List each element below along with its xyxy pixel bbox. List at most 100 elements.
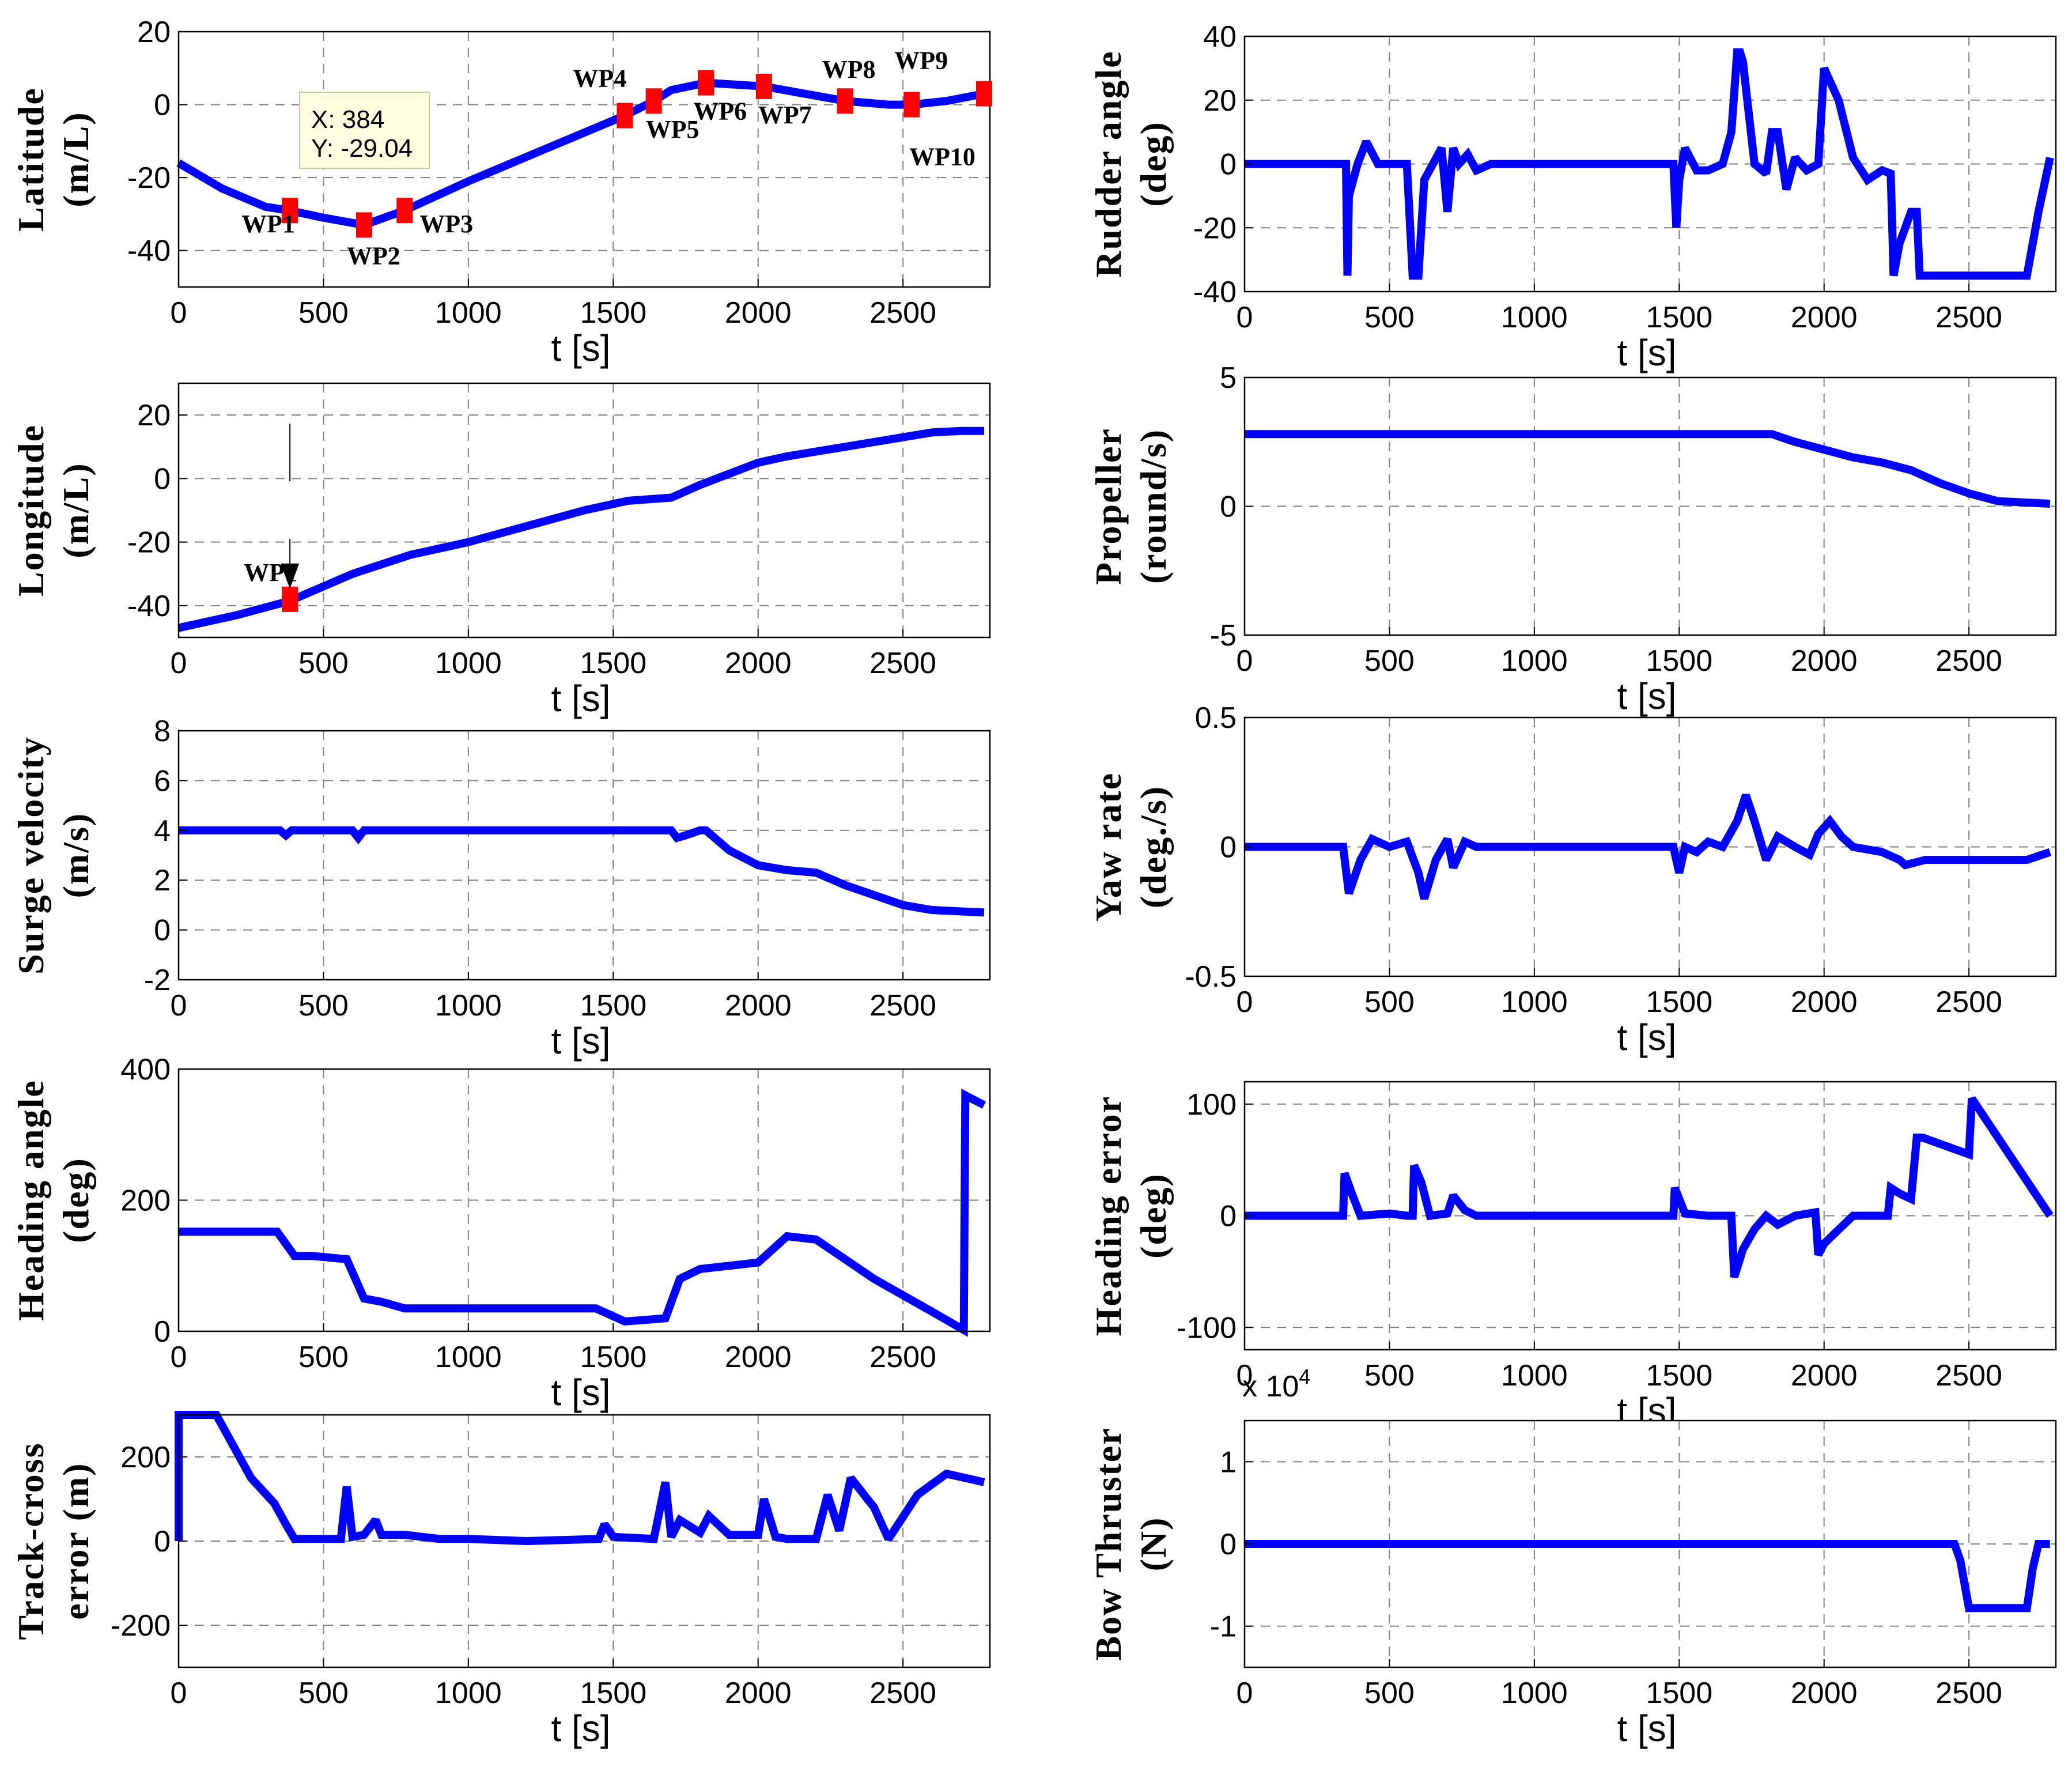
waypoint-marker-wp7 bbox=[755, 73, 772, 99]
x-tick-label: 2500 bbox=[1935, 644, 2002, 678]
x-tick-label: 1000 bbox=[1501, 301, 1568, 334]
waypoint-label-wp7: WP7 bbox=[758, 101, 812, 129]
x-tick-label: 2500 bbox=[869, 1677, 936, 1710]
longitude-chart: 0 500 1000 1500 2000 2500 -40 -20 0 20 t [s] Longit… bbox=[10, 382, 991, 719]
y-tick-label: 0 bbox=[154, 1525, 171, 1558]
y-axis-label-line: (deg./s) bbox=[1133, 786, 1174, 908]
x-tick-label: 1500 bbox=[1646, 986, 1712, 1019]
x-tick-label: 1500 bbox=[1646, 1359, 1712, 1392]
x-tick-label: 1500 bbox=[1646, 644, 1712, 678]
y-tick-label: 6 bbox=[154, 764, 171, 798]
x-tick-label: 0 bbox=[1237, 986, 1253, 1019]
x-tick-label: 500 bbox=[298, 1341, 349, 1374]
x-tick-label: 1000 bbox=[1501, 644, 1568, 678]
y-axis-label: Latitude (m/L) bbox=[10, 87, 96, 232]
x-tick-label: 500 bbox=[1364, 301, 1415, 334]
x-tick-label: 0 bbox=[171, 647, 187, 680]
y-tick-label: 400 bbox=[120, 1053, 171, 1086]
longitude-series-line bbox=[177, 426, 984, 632]
x-tick-label: 0 bbox=[171, 989, 187, 1022]
x-tick-label: 2000 bbox=[725, 1677, 792, 1710]
y-axis-label-line: (m/L) bbox=[55, 462, 96, 558]
axes-frame bbox=[177, 730, 991, 981]
y-tick-label: -200 bbox=[111, 1609, 171, 1643]
y-tick-label: 200 bbox=[120, 1184, 171, 1218]
waypoint-marker-wp1 bbox=[282, 586, 298, 612]
y-tick-label: -100 bbox=[1177, 1311, 1237, 1345]
y-tick-label: 20 bbox=[1203, 84, 1237, 118]
x-tick-label: 1000 bbox=[435, 989, 502, 1022]
waypoint-label-wp6: WP6 bbox=[693, 97, 747, 126]
x-tick-label: 2000 bbox=[725, 1341, 792, 1374]
x-axis-label: t [s] bbox=[1617, 1017, 1676, 1058]
y-tick-label: 0 bbox=[1220, 148, 1237, 182]
x-tick-label: 500 bbox=[298, 647, 349, 680]
x-tick-label: 2500 bbox=[1935, 1677, 2002, 1710]
plot-area bbox=[179, 731, 990, 980]
y-tick-label: -20 bbox=[127, 526, 171, 560]
x-tick-label: 2000 bbox=[1791, 301, 1858, 334]
y-tick-label: 8 bbox=[154, 715, 171, 748]
x-tick-label: 500 bbox=[298, 989, 349, 1022]
x-tick-label: 2000 bbox=[725, 989, 792, 1022]
y-tick-label: -20 bbox=[127, 161, 171, 195]
y-tick-label: -0.5 bbox=[1185, 960, 1237, 994]
y-axis-label-line: (round/s) bbox=[1133, 429, 1174, 584]
surge_velocity-series-line bbox=[179, 826, 985, 917]
y-tick-label: 0 bbox=[154, 1315, 171, 1349]
x-tick-label: 2000 bbox=[1791, 644, 1858, 678]
x-tick-label: 0 bbox=[1237, 1359, 1253, 1392]
x-tick-label: 2000 bbox=[1791, 986, 1858, 1019]
waypoint-label-wp4: WP4 bbox=[573, 65, 626, 93]
x-axis-label: t [s] bbox=[551, 1020, 610, 1062]
x-tick-label: 1500 bbox=[580, 647, 646, 680]
x-tick-label: 1500 bbox=[1646, 1677, 1712, 1710]
y-tick-label: -40 bbox=[127, 590, 171, 623]
track_cross_error-series-line bbox=[175, 1411, 985, 1546]
waypoint-marker-wp2 bbox=[356, 212, 372, 238]
waypoint-marker-wp5 bbox=[645, 88, 662, 114]
x-tick-label: 1000 bbox=[1501, 1359, 1568, 1392]
axes-frame bbox=[177, 382, 991, 639]
x-tick-label: 1000 bbox=[1501, 986, 1568, 1019]
propeller-series-line bbox=[1245, 430, 2051, 508]
y-axis-label: Bow Thruster (N) bbox=[1088, 1427, 1174, 1660]
y-tick-label: -5 bbox=[1210, 619, 1237, 652]
y-axis-label: Rudder angle (deg) bbox=[1088, 50, 1174, 277]
x-tick-label: 0 bbox=[1237, 1677, 1253, 1710]
data-tip-box bbox=[299, 92, 430, 169]
waypoint-marker-wp6 bbox=[698, 70, 714, 96]
waypoint-label-wp5: WP5 bbox=[646, 115, 700, 144]
y-tick-label: -20 bbox=[1193, 212, 1237, 245]
x-tick-label: 0 bbox=[1237, 644, 1253, 678]
y-axis-label-line: Propeller bbox=[1088, 428, 1129, 585]
y-axis-label: Heading angle (deg) bbox=[10, 1079, 96, 1321]
y-tick-label: 20 bbox=[137, 16, 171, 49]
axis-exponent-label: x 104 bbox=[1242, 1365, 1310, 1403]
waypoint-marker-wp8 bbox=[837, 88, 853, 114]
y-tick-label: 0 bbox=[1220, 1200, 1237, 1233]
x-tick-label: 1500 bbox=[580, 1677, 646, 1710]
x-tick-label: 2000 bbox=[725, 647, 792, 680]
x-tick-label: 2500 bbox=[869, 989, 936, 1022]
y-axis-label-line: Longitude bbox=[10, 424, 51, 596]
x-tick-label: 0 bbox=[171, 296, 187, 330]
y-axis-label: Yaw rate (deg./s) bbox=[1088, 772, 1174, 922]
x-axis-label: t [s] bbox=[551, 327, 610, 369]
waypoint-label-wp10: WP10 bbox=[909, 143, 975, 171]
x-tick-label: 1000 bbox=[435, 1677, 502, 1710]
axes-frame bbox=[177, 31, 991, 288]
y-axis-label-line: (m/s) bbox=[55, 813, 96, 898]
waypoint-marker-wp1 bbox=[282, 198, 298, 224]
track_cross_error-chart: 0 500 1000 1500 2000 2500 -200 0 200 t [s] Track-c… bbox=[10, 1411, 991, 1749]
y-tick-label: 1 bbox=[1220, 1445, 1237, 1479]
y-axis-label-line: Yaw rate bbox=[1088, 772, 1129, 922]
x-axis-label: t [s] bbox=[1617, 1708, 1676, 1749]
x-tick-label: 2500 bbox=[869, 647, 936, 680]
y-axis-label-line: Bow Thruster bbox=[1088, 1427, 1129, 1660]
x-tick-label: 500 bbox=[1364, 986, 1415, 1019]
y-tick-label: 5 bbox=[1220, 361, 1237, 395]
